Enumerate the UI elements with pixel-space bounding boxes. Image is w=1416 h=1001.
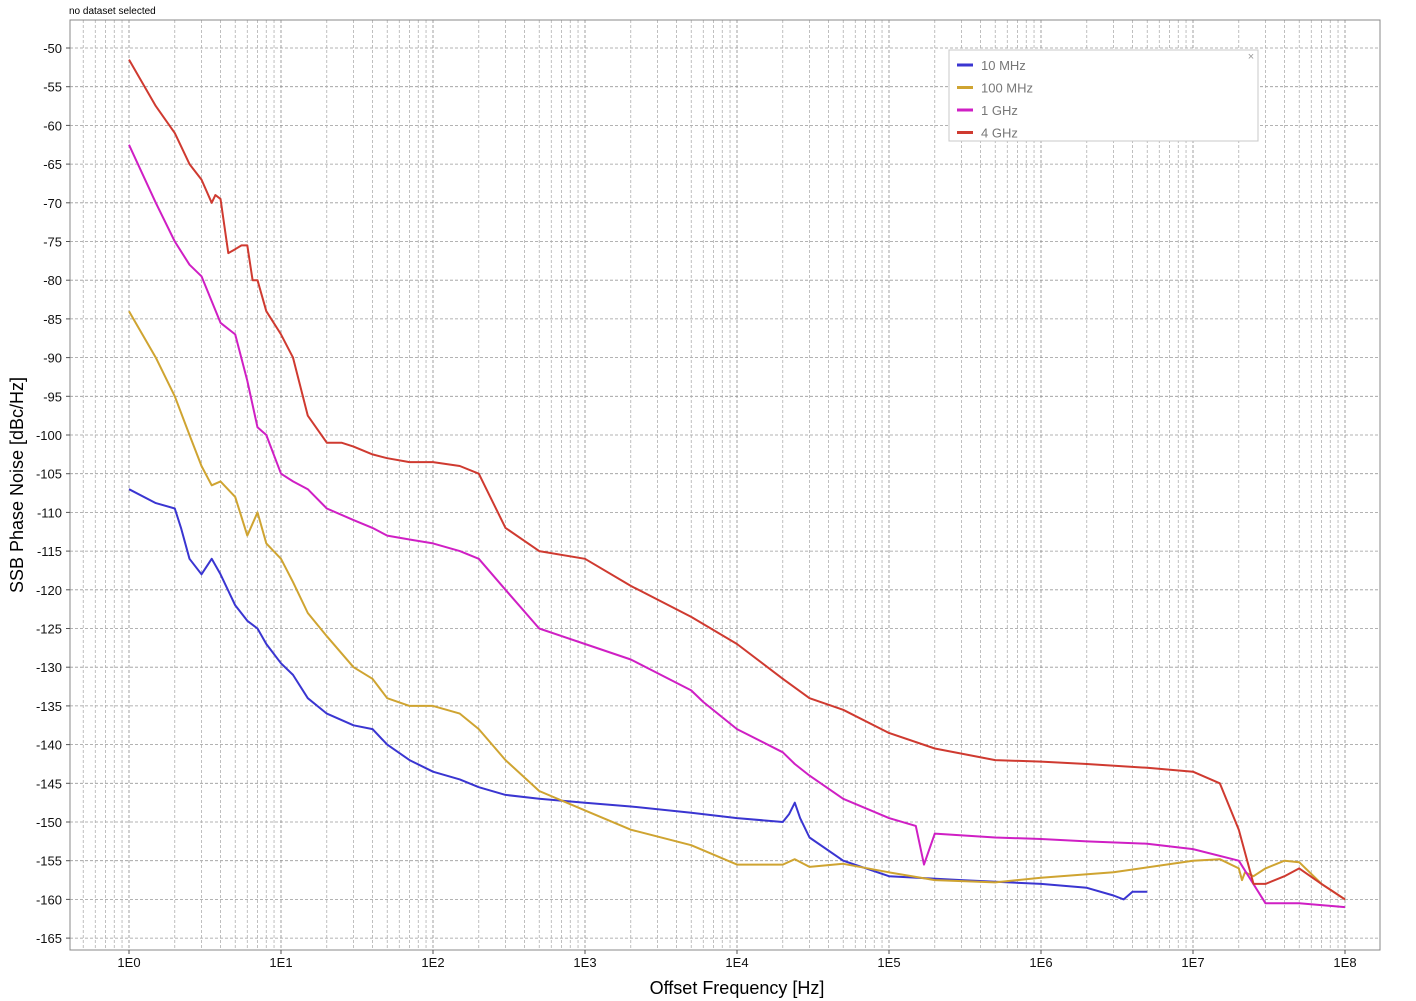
y-tick-label: -130 xyxy=(36,660,62,675)
y-tick-label: -85 xyxy=(43,312,62,327)
y-tick-label: -145 xyxy=(36,776,62,791)
legend-label: 10 MHz xyxy=(981,58,1026,73)
x-tick-label: 1E1 xyxy=(269,955,292,970)
y-tick-label: -50 xyxy=(43,41,62,56)
y-tick-label: -75 xyxy=(43,235,62,250)
x-tick-label: 1E3 xyxy=(573,955,596,970)
x-axis-label: Offset Frequency [Hz] xyxy=(650,978,825,998)
legend-label: 1 GHz xyxy=(981,103,1018,118)
x-tick-label: 1E0 xyxy=(117,955,140,970)
y-tick-label: -165 xyxy=(36,931,62,946)
legend-item-2[interactable]: 1 GHz xyxy=(957,103,1018,118)
y-tick-label: -140 xyxy=(36,738,62,753)
plot-frame xyxy=(69,19,1381,951)
y-tick-label: -95 xyxy=(43,389,62,404)
series-line-1 xyxy=(128,310,1346,901)
x-axis-ticks: 1E0 1E1 1E2 1E3 1E4 1E5 1E6 1E7 1E8 xyxy=(117,950,1357,970)
y-tick-label: -60 xyxy=(43,118,62,133)
legend-label: 4 GHz xyxy=(981,126,1018,141)
legend[interactable]: × 10 MHz 100 MHz 1 GHz 4 GHz xyxy=(948,49,1259,142)
x-tick-label: 1E8 xyxy=(1333,955,1356,970)
status-text: no dataset selected xyxy=(69,6,156,17)
y-tick-label: -80 xyxy=(43,273,62,288)
legend-item-0[interactable]: 10 MHz xyxy=(957,58,1026,73)
series-line-0 xyxy=(128,488,1148,901)
y-tick-label: -135 xyxy=(36,699,62,714)
y-tick-label: -55 xyxy=(43,80,62,95)
y-tick-label: -100 xyxy=(36,428,62,443)
x-tick-label: 1E6 xyxy=(1029,955,1052,970)
legend-label: 100 MHz xyxy=(981,81,1033,96)
y-axis-label: SSB Phase Noise [dBc/Hz] xyxy=(7,377,27,593)
y-tick-label: -125 xyxy=(36,622,62,637)
x-tick-label: 1E2 xyxy=(421,955,444,970)
y-tick-label: -105 xyxy=(36,467,62,482)
legend-item-3[interactable]: 4 GHz xyxy=(957,126,1018,141)
y-tick-label: -120 xyxy=(36,583,62,598)
y-tick-label: -110 xyxy=(37,505,62,520)
x-tick-label: 1E4 xyxy=(725,955,748,970)
y-tick-label: -150 xyxy=(36,815,62,830)
y-tick-label: -70 xyxy=(43,196,62,211)
series-line-3 xyxy=(128,59,1346,901)
x-tick-label: 1E5 xyxy=(877,955,900,970)
y-tick-label: -115 xyxy=(37,544,62,559)
y-tick-label: -155 xyxy=(36,854,62,869)
legend-close-icon[interactable]: × xyxy=(1248,51,1254,63)
y-tick-label: -65 xyxy=(43,157,62,172)
legend-item-1[interactable]: 100 MHz xyxy=(957,81,1033,96)
grid-lines xyxy=(70,20,1380,950)
series-line-2 xyxy=(128,144,1346,909)
y-tick-label: -160 xyxy=(36,892,62,907)
series-lines xyxy=(128,59,1346,909)
legend-box xyxy=(948,49,1259,142)
y-tick-label: -90 xyxy=(43,351,62,366)
y-axis-ticks: -50 -55 -60 -65 -70 -75 -80 -85 -90 -95 -100 -105 -1… xyxy=(36,41,70,946)
x-tick-label: 1E7 xyxy=(1181,955,1204,970)
